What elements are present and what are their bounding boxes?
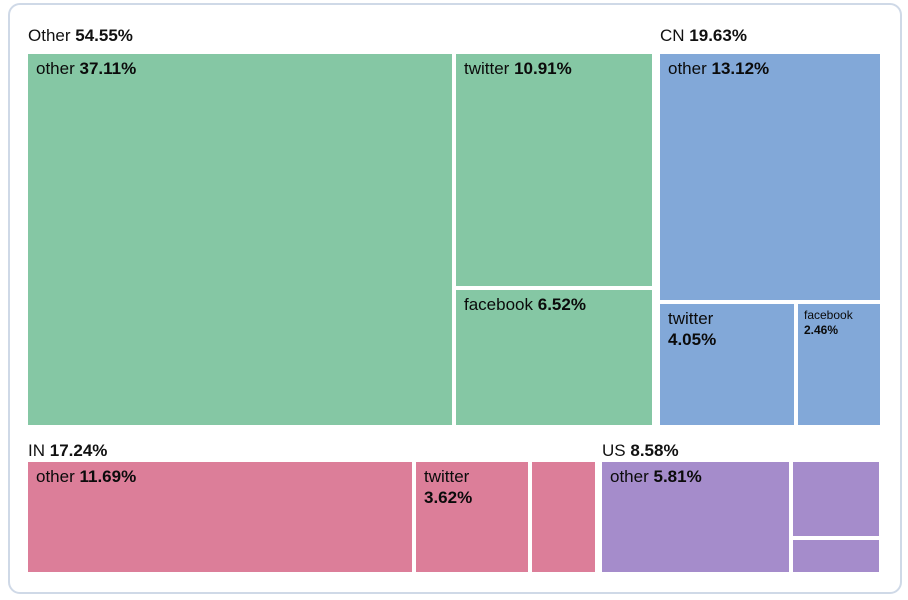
cell-in-twitter[interactable]: twitter 3.62% xyxy=(416,462,528,572)
cell-other-twitter[interactable]: twitter 10.91% xyxy=(456,54,652,286)
group-name: CN xyxy=(660,26,685,45)
cell-value: 11.69% xyxy=(79,467,137,486)
cell-label: twitter xyxy=(424,467,470,486)
cell-label: other xyxy=(668,59,707,78)
cell-label: twitter xyxy=(668,309,714,328)
cell-cn-twitter[interactable]: twitter 4.05% xyxy=(660,304,794,425)
cell-value: 6.52% xyxy=(537,295,586,314)
cell-in-other[interactable]: other 11.69% xyxy=(28,462,412,572)
cell-value: 4.05% xyxy=(668,330,717,349)
group-label-us: US 8.58% xyxy=(602,441,679,461)
group-label-cn: CN 19.63% xyxy=(660,26,747,46)
cell-value: 2.46% xyxy=(804,323,839,337)
cell-label: other xyxy=(36,467,75,486)
cell-label: other xyxy=(610,467,649,486)
group-name: Other xyxy=(28,26,71,45)
group-name: IN xyxy=(28,441,45,460)
cell-label: other xyxy=(36,59,75,78)
cell-value: 10.91% xyxy=(514,59,572,78)
cell-us-other[interactable]: other 5.81% xyxy=(602,462,789,572)
group-label-other: Other 54.55% xyxy=(28,26,133,46)
cell-other-facebook[interactable]: facebook 6.52% xyxy=(456,290,652,425)
group-value: 54.55% xyxy=(75,26,133,45)
cell-value: 37.11% xyxy=(79,59,137,78)
group-value: 8.58% xyxy=(630,441,679,460)
cell-in-unlabeled[interactable] xyxy=(532,462,595,572)
cell-value: 5.81% xyxy=(653,467,702,486)
cell-other-other[interactable]: other 37.11% xyxy=(28,54,452,425)
group-name: US xyxy=(602,441,626,460)
group-value: 17.24% xyxy=(49,441,108,460)
cell-value: 3.62% xyxy=(424,488,473,507)
cell-label: facebook xyxy=(804,308,853,322)
cell-value: 13.12% xyxy=(711,59,770,78)
cell-us-unlabeled-top[interactable] xyxy=(793,462,879,536)
cell-cn-other[interactable]: other 13.12% xyxy=(660,54,880,300)
group-label-in: IN 17.24% xyxy=(28,441,107,461)
group-value: 19.63% xyxy=(689,26,747,45)
cell-cn-facebook[interactable]: facebook 2.46% xyxy=(798,304,880,425)
cell-us-unlabeled-bottom[interactable] xyxy=(793,540,879,572)
cell-label: facebook xyxy=(464,295,533,314)
cell-label: twitter xyxy=(464,59,510,78)
